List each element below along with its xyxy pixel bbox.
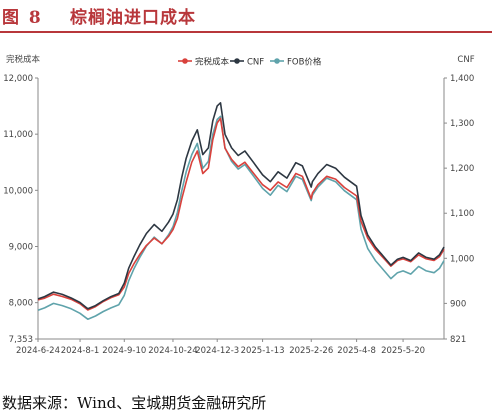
left-tick-label: 10,000: [3, 186, 33, 196]
legend-swatch-marker: [274, 58, 280, 64]
legend-swatch-marker: [234, 58, 240, 64]
legend-label: FOB价格: [287, 57, 322, 68]
right-tick-label: 1,400: [450, 74, 474, 84]
palm-oil-import-cost-chart: 完税成本 CNF 7,353 8,000 9,000 10,000 11,000 12,00…: [3, 54, 475, 356]
source-note: 数据来源：Wind、宝城期货金融研究所: [2, 394, 267, 412]
x-tick-label: 2024-9-10: [102, 346, 146, 356]
legend-item-duty-paid-cost: 完税成本: [178, 57, 230, 68]
right-tick-label: 1,100: [450, 209, 474, 219]
left-tick-label: 7,353: [9, 335, 33, 345]
left-tick-label: 9,000: [9, 242, 33, 252]
figure-title: 棕榈油进口成本: [70, 8, 196, 28]
x-tick-label: 2024-6-24: [16, 346, 60, 356]
chart-axes: 完税成本 CNF: [6, 54, 475, 340]
legend-swatch-marker: [182, 58, 188, 64]
series-line-fob-price: [37, 115, 445, 320]
left-tick-label: 8,000: [9, 299, 33, 309]
x-tick-label: 2024-8-1: [61, 346, 100, 356]
series-line-duty-paid-cost: [37, 117, 445, 311]
x-tick-label: 2025-1-13: [241, 346, 285, 356]
x-tick-label: 2025-2-26: [289, 346, 333, 356]
series-line-cnf: [37, 102, 445, 310]
chart-legend: 完税成本 CNF FOB价格: [178, 57, 322, 68]
x-tick-label: 2024-12-3: [195, 346, 239, 356]
legend-label: 完税成本: [195, 57, 230, 68]
chart-ticks: 7,353 8,000 9,000 10,000 11,000 12,000 821 900 1…: [3, 74, 474, 356]
chart-series: [37, 102, 445, 320]
x-tick-label: 2024-10-24: [148, 346, 197, 356]
legend-item-fob-price: FOB价格: [270, 57, 322, 68]
right-axis-title: CNF: [457, 55, 474, 65]
x-tick-label: 2025-4-8: [337, 346, 376, 356]
right-tick-label: 821: [450, 335, 466, 345]
x-tick-label: 2025-5-20: [381, 346, 425, 356]
legend-label: CNF: [247, 58, 264, 68]
legend-item-cnf: CNF: [230, 58, 264, 68]
left-axis-title: 完税成本: [6, 54, 41, 65]
figure-label: 图 8: [2, 8, 43, 28]
right-tick-label: 1,200: [450, 164, 474, 174]
left-tick-label: 12,000: [3, 74, 33, 84]
title-divider: [0, 31, 492, 33]
right-tick-label: 1,000: [450, 254, 474, 264]
right-tick-label: 1,300: [450, 119, 474, 129]
figure-title-bar: 图 8 棕榈油进口成本: [0, 0, 492, 33]
right-tick-label: 900: [450, 299, 466, 309]
left-tick-label: 11,000: [3, 130, 33, 140]
